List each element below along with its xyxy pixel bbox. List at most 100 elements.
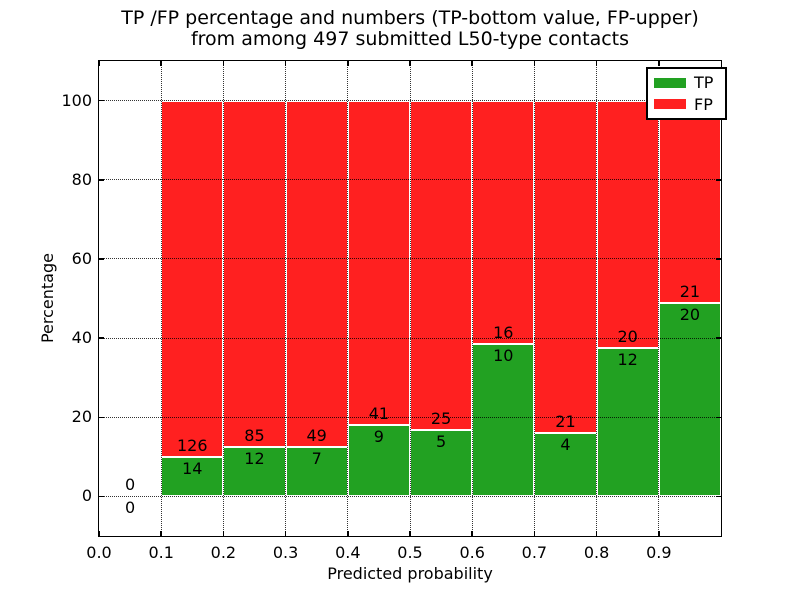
gridline-horizontal	[99, 179, 721, 181]
y-axis-tick	[99, 337, 104, 339]
y-axis-tick-right	[716, 337, 721, 339]
x-axis-tick-top	[160, 61, 162, 66]
bar-count-label-tp: 12	[244, 449, 265, 469]
x-tick-label: 0.2	[210, 543, 237, 562]
bar-segment-fp	[472, 100, 535, 345]
bar-segment-fp	[658, 100, 721, 304]
bar-segment-fp	[347, 100, 410, 426]
x-tick-label: 0.4	[335, 543, 361, 562]
bar-segment-tp	[658, 303, 721, 497]
x-axis-tick	[658, 531, 660, 536]
y-tick-label: 20	[71, 407, 92, 427]
x-axis-tick-top	[222, 61, 225, 66]
legend-swatch-fp-icon	[654, 99, 686, 110]
x-axis-tick	[533, 531, 536, 536]
x-axis-label: Predicted probability	[327, 564, 493, 583]
x-axis-tick-top	[347, 61, 349, 66]
bar-segment-fp	[534, 100, 597, 434]
bar-count-label-fp: 21	[555, 412, 576, 432]
bar-segment-fp	[410, 100, 473, 431]
y-axis-tick	[99, 258, 104, 260]
legend-item-tp: TP	[654, 74, 719, 91]
bar-count-label-fp: 126	[177, 435, 208, 455]
y-axis-tick	[99, 179, 104, 181]
gridline-vertical	[160, 61, 162, 536]
y-tick-label: 40	[71, 328, 92, 348]
y-tick-label: 100	[61, 90, 92, 110]
y-tick-label: 60	[71, 248, 92, 268]
bar-count-label-tp: 14	[182, 458, 203, 478]
x-axis-tick-top	[409, 61, 411, 66]
bar-segment-tp	[347, 425, 410, 497]
gridline-vertical	[347, 61, 349, 536]
bar-count-label-fp: 41	[368, 404, 390, 424]
bar-count-label-fp: 20	[617, 326, 638, 346]
y-axis-tick	[99, 99, 104, 102]
gridline-horizontal	[99, 100, 721, 102]
x-axis-tick	[409, 531, 411, 536]
chart-title-line2: from among 497 submitted L50-type contac…	[190, 28, 630, 50]
x-axis-tick	[222, 531, 225, 536]
x-axis-tick-top	[595, 61, 598, 66]
x-tick-label: 0.0	[86, 543, 112, 562]
chart-title-line1: TP /FP percentage and numbers (TP-bottom…	[121, 7, 699, 29]
gridline-horizontal	[99, 416, 721, 418]
x-tick-label: 0.3	[272, 543, 299, 562]
gridline-horizontal	[99, 495, 721, 497]
bar-count-label-tp: 10	[493, 346, 514, 366]
gridline-horizontal	[99, 258, 721, 260]
plot-area: TP FP Predicted probability Percentage 0…	[38, 60, 727, 583]
x-axis-tick	[347, 531, 349, 536]
bar-segment-fp	[161, 100, 224, 457]
gridline-vertical	[409, 61, 411, 536]
bar-segment-tp	[161, 456, 224, 497]
x-tick-label: 0.5	[397, 543, 423, 562]
x-axis-tick	[595, 531, 598, 536]
x-axis-tick	[471, 531, 473, 536]
x-axis-tick	[160, 531, 162, 536]
x-axis-tick-top	[471, 61, 473, 66]
x-tick-label: 0.6	[459, 543, 485, 562]
bar-count-label-tp: 7	[311, 448, 322, 468]
y-tick-label: 0	[81, 486, 92, 506]
y-axis-tick-right	[716, 258, 721, 260]
gridline-vertical	[658, 61, 660, 536]
legend-label-fp: FP	[694, 94, 713, 114]
x-tick-label: 0.1	[148, 543, 174, 562]
x-axis-tick-top	[284, 61, 287, 66]
bar-count-label-fp: 49	[306, 425, 327, 445]
gridline-vertical	[222, 61, 224, 536]
x-tick-label: 0.8	[583, 543, 610, 562]
y-axis-tick	[99, 416, 104, 418]
x-axis-tick-top	[98, 61, 100, 66]
bar-segment-tp	[472, 344, 535, 497]
gridline-vertical	[471, 61, 473, 536]
bar-segment-tp	[596, 347, 659, 497]
y-tick-label: 80	[71, 169, 92, 189]
x-axis-tick	[284, 531, 287, 536]
bar-count-label-tp: 0	[125, 498, 136, 518]
bar-count-label-tp: 20	[679, 305, 701, 325]
gridline-vertical	[596, 61, 598, 536]
bar-segment-tp	[223, 447, 286, 497]
bar-count-label-fp: 85	[244, 426, 265, 446]
x-tick-label: 0.9	[646, 543, 672, 562]
bar-segment-tp	[285, 446, 348, 497]
x-axis-tick-top	[533, 61, 536, 66]
x-axis-tick-top	[658, 61, 660, 66]
gridline-vertical	[285, 61, 287, 536]
y-axis-tick-right	[716, 495, 721, 498]
bar-segment-fp	[285, 100, 348, 447]
gridline-horizontal	[99, 337, 721, 339]
legend-label-tp: TP	[694, 73, 714, 93]
legend-swatch-tp-icon	[654, 77, 686, 88]
gridline-vertical	[533, 61, 535, 536]
bar-count-label-tp: 9	[373, 427, 384, 447]
legend-item-fp: FP	[654, 96, 719, 113]
bar-segment-tp	[534, 433, 597, 497]
bar-count-label-tp: 4	[560, 435, 571, 455]
bar-count-label-fp: 21	[679, 282, 701, 302]
bar-count-label-fp: 0	[125, 475, 136, 495]
bar-count-label-tp: 12	[617, 349, 638, 369]
